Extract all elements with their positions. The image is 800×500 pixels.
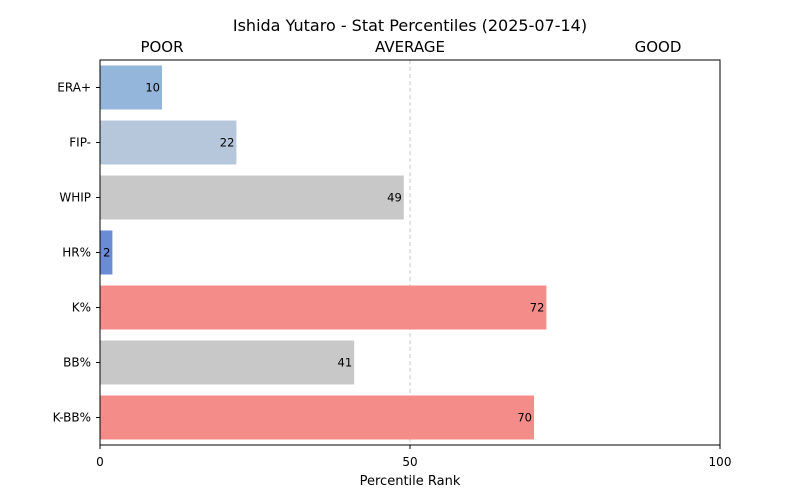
y-tick-label-hr: HR%	[62, 246, 91, 260]
x-axis-label: Percentile Rank	[360, 474, 461, 489]
y-tick-label-era: ERA+	[57, 81, 91, 95]
y-tick-label-bb: BB%	[63, 356, 91, 370]
data-label-bb: 41	[338, 356, 353, 370]
data-label-hr: 2	[103, 246, 110, 260]
data-label-era: 10	[145, 81, 160, 95]
y-tick-label-k: K%	[72, 301, 91, 315]
bar-fip	[100, 120, 237, 165]
y-tick-label-fip: FIP-	[69, 136, 91, 150]
chart-title: Ishida Yutaro - Stat Percentiles (2025-0…	[233, 16, 587, 35]
bar-k	[100, 285, 547, 330]
data-label-whip: 49	[387, 191, 402, 205]
y-tick-label-k-bb: K-BB%	[53, 411, 91, 425]
bar-k-bb	[100, 395, 534, 440]
x-tick-label-100: 100	[709, 455, 732, 469]
zone-label-poor: POOR	[140, 38, 183, 56]
x-tick-label-50: 50	[402, 455, 417, 469]
bar-hr	[100, 230, 113, 275]
bar-whip	[100, 175, 404, 220]
zone-label-good: GOOD	[635, 38, 682, 56]
bar-bb	[100, 340, 355, 385]
data-label-k-bb: 70	[517, 411, 532, 425]
data-label-fip: 22	[220, 136, 235, 150]
x-tick-label-0: 0	[96, 455, 104, 469]
zone-label-average: AVERAGE	[375, 38, 445, 56]
bar-era	[100, 65, 162, 110]
y-tick-label-whip: WHIP	[59, 191, 91, 205]
data-label-k: 72	[530, 301, 545, 315]
